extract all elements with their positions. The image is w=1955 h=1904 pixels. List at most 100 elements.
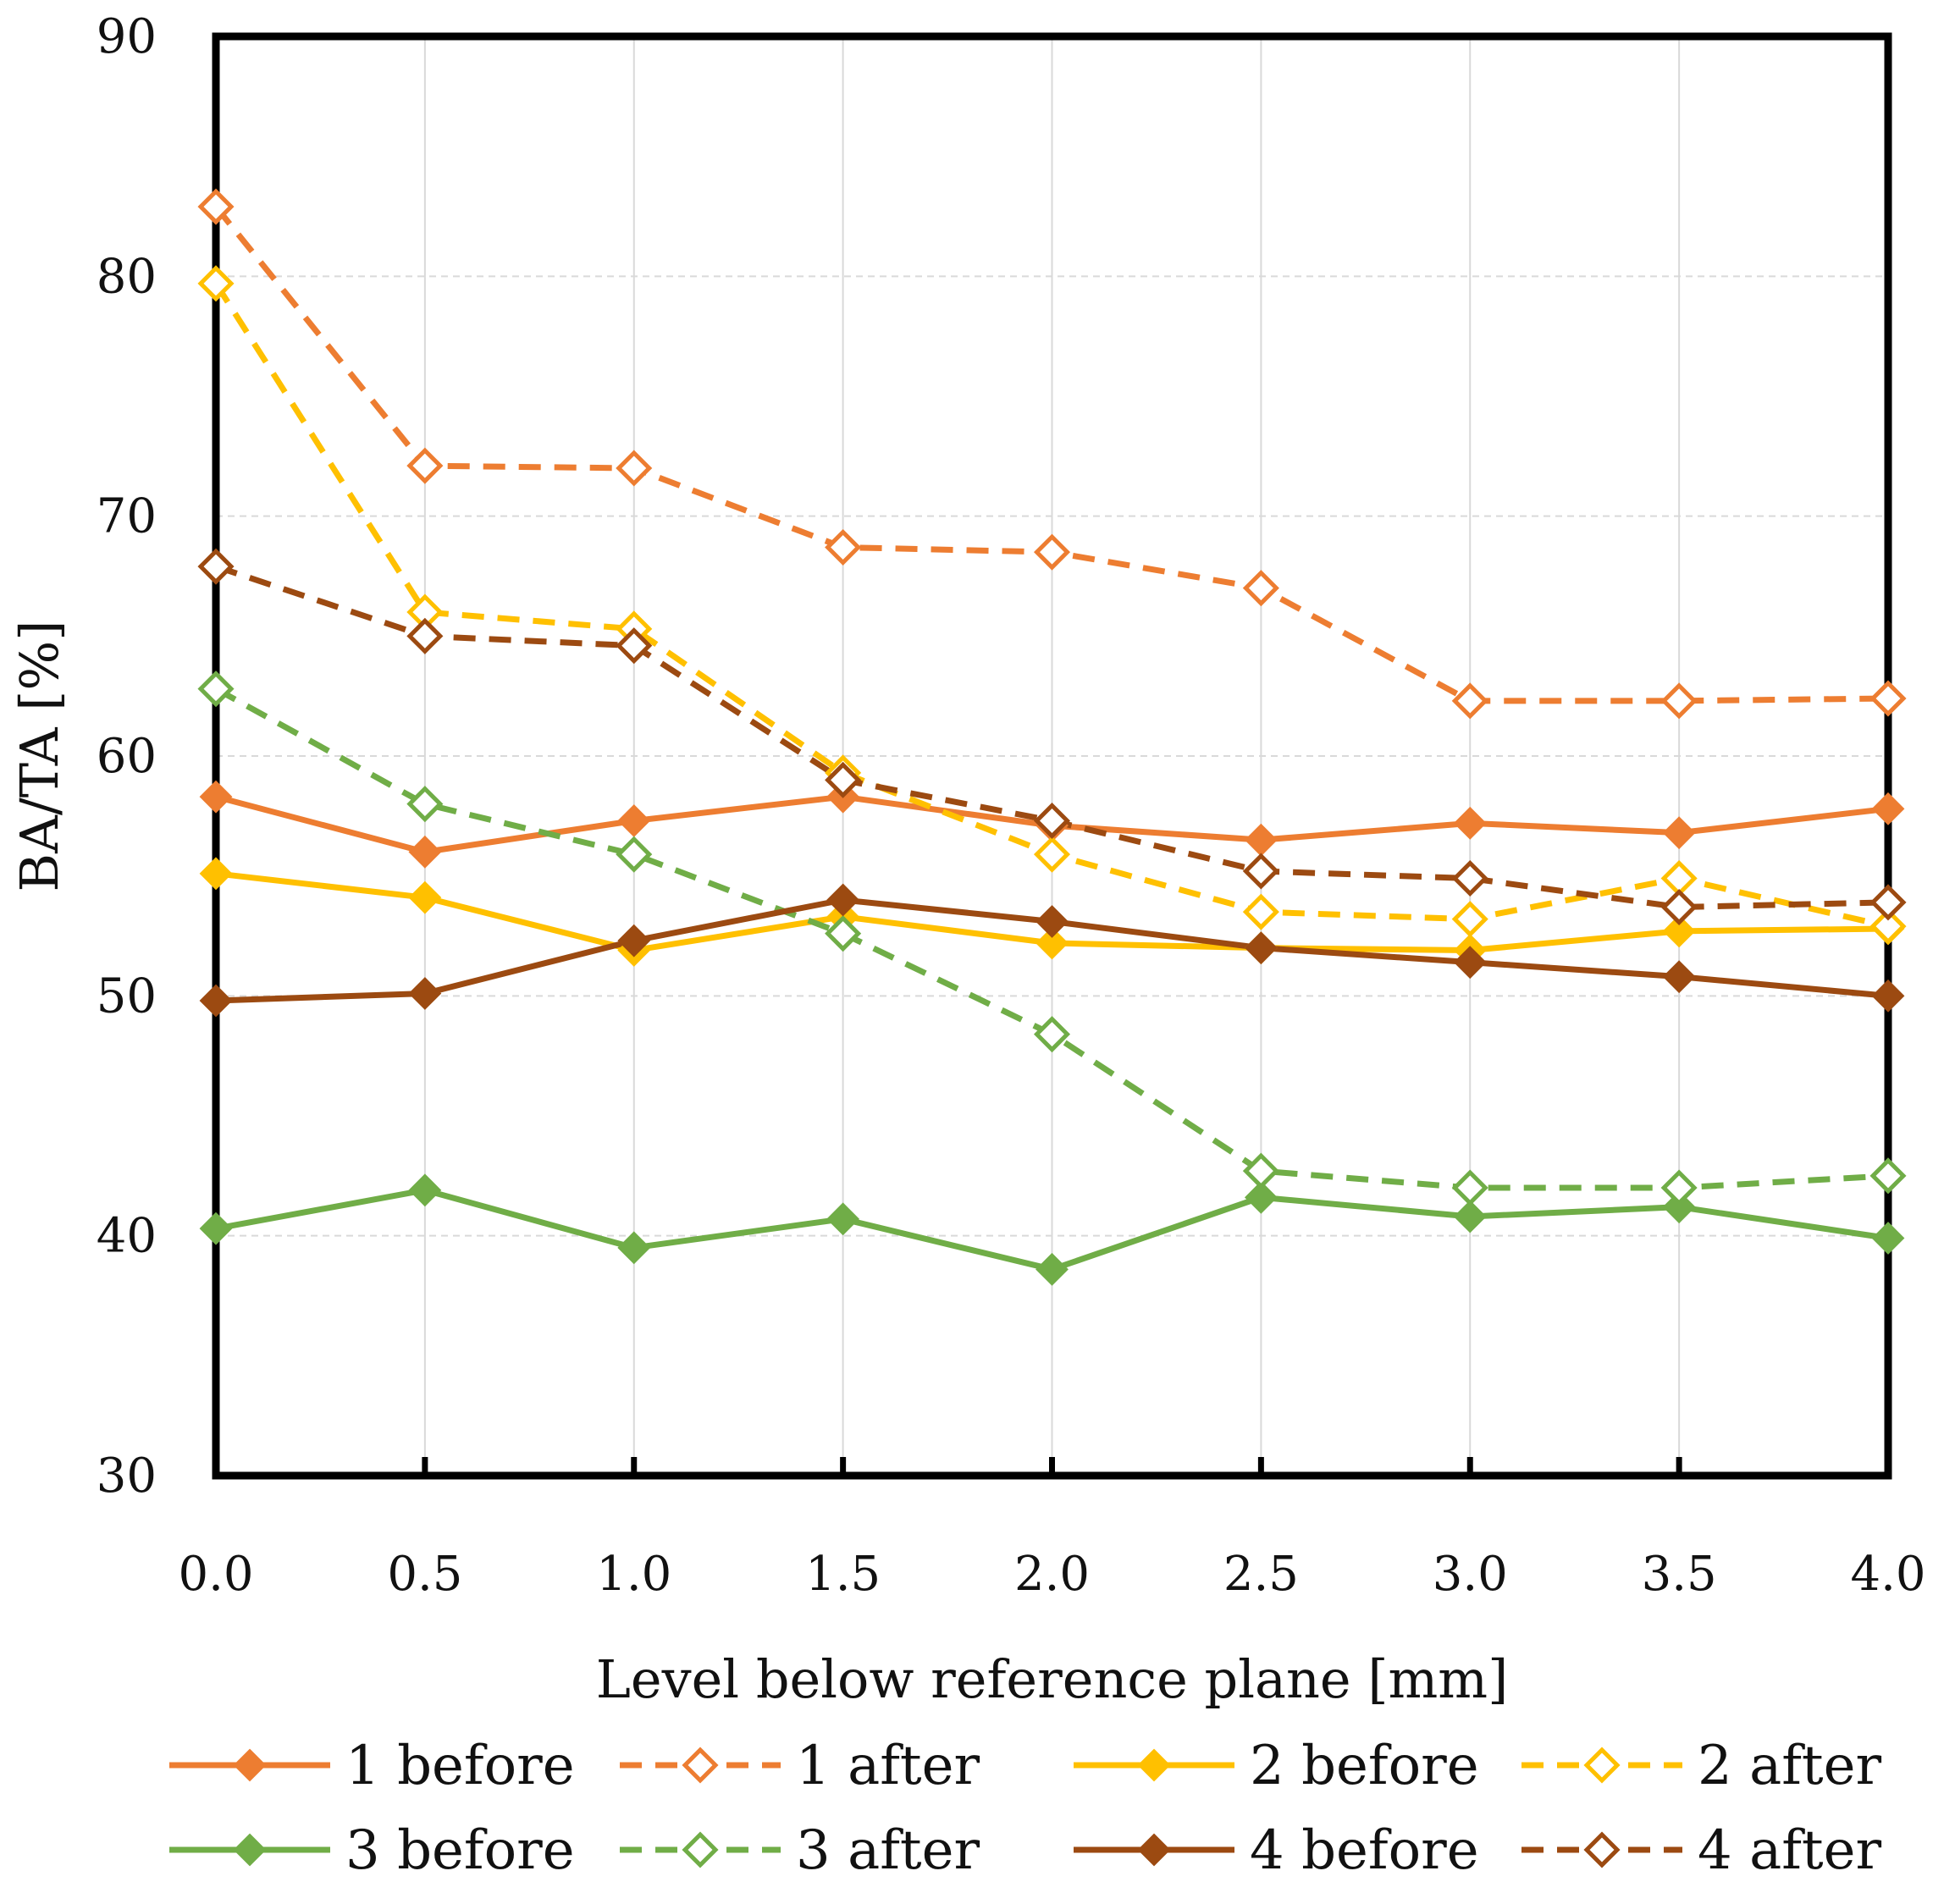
data-point-1-before	[1244, 823, 1278, 857]
legend-marker	[233, 1748, 267, 1782]
legend-label: 3 after	[796, 1819, 980, 1882]
legend-marker	[682, 1831, 719, 1868]
data-point-2-before	[408, 880, 442, 914]
data-point-4-before	[1662, 960, 1696, 994]
data-point-3-before	[1035, 1252, 1069, 1286]
x-tick-label: 3.5	[1642, 1547, 1717, 1602]
data-point-3-after	[197, 671, 235, 708]
legend-label: 2 before	[1250, 1735, 1479, 1797]
y-tick-label: 30	[97, 1449, 157, 1504]
data-point-2-after	[197, 265, 235, 302]
y-tick-label: 90	[97, 9, 157, 64]
x-tick-label: 2.0	[1014, 1547, 1090, 1602]
data-point-1-after	[1242, 570, 1279, 607]
x-axis-title: Level below reference plane [mm]	[596, 1648, 1509, 1710]
legend-item-1-before: 1 before	[169, 1735, 575, 1797]
data-point-1-before	[1662, 816, 1696, 850]
data-point-4-before	[199, 984, 233, 1018]
legend-item-4-after: 4 after	[1521, 1819, 1882, 1882]
data-point-4-after	[197, 548, 235, 585]
data-point-2-after	[1242, 893, 1279, 930]
x-tick-label: 0.5	[387, 1547, 462, 1602]
legend-item-2-before: 2 before	[1074, 1735, 1479, 1797]
data-point-2-before	[1035, 926, 1069, 960]
legend-label: 3 before	[345, 1819, 575, 1882]
data-point-1-before	[408, 835, 442, 869]
data-point-1-after	[1033, 533, 1071, 571]
data-point-2-after	[1033, 836, 1071, 873]
data-point-1-after	[197, 188, 235, 225]
axis-ticks	[213, 1457, 1891, 1476]
legend-item-1-after: 1 after	[620, 1735, 980, 1797]
data-point-1-before	[1871, 792, 1905, 825]
data-point-4-after	[1242, 853, 1279, 890]
legend-label: 1 after	[796, 1735, 980, 1797]
legend-marker	[1137, 1748, 1171, 1782]
data-point-3-before	[1244, 1180, 1278, 1214]
y-tick-label: 60	[97, 729, 157, 784]
data-point-2-before	[199, 857, 233, 891]
data-point-3-after	[406, 786, 444, 823]
data-point-1-after	[1451, 682, 1488, 720]
data-point-3-after	[616, 836, 653, 873]
legend: 1 before 1 after 2 before 2 after 3 before 3 …	[169, 1735, 1882, 1882]
legend-marker	[233, 1833, 267, 1867]
data-point-4-after	[1451, 859, 1488, 897]
data-point-4-before	[617, 924, 651, 958]
data-point-3-before	[1871, 1222, 1905, 1255]
data-point-4-before	[826, 883, 860, 917]
tick-labels: 0.0 0.5 1.0 1.5 2.0 2.5 3.0 3.5 4.0 30 40 50 60 70 80 9…	[97, 9, 1926, 1602]
data-point-3-before	[199, 1211, 233, 1245]
legend-item-4-before: 4 before	[1074, 1819, 1479, 1882]
y-tick-label: 80	[97, 249, 157, 304]
data-point-4-after	[406, 617, 444, 654]
x-tick-label: 2.5	[1223, 1547, 1299, 1602]
grid-lines	[216, 36, 1888, 1476]
x-tick-label: 4.0	[1850, 1547, 1925, 1602]
legend-item-3-after: 3 after	[620, 1819, 980, 1882]
legend-label: 4 after	[1698, 1819, 1882, 1882]
data-point-4-before	[408, 977, 442, 1010]
legend-item-2-after: 2 after	[1521, 1735, 1882, 1797]
data-point-3-after	[825, 915, 862, 952]
legend-marker	[1583, 1747, 1621, 1784]
data-point-4-after	[616, 627, 653, 665]
data-point-4-before	[1453, 946, 1487, 980]
y-axis-title: BA/TA [%]	[8, 621, 70, 892]
data-point-3-before	[1662, 1190, 1696, 1224]
legend-marker	[682, 1747, 719, 1784]
data-point-3-after	[1451, 1169, 1488, 1206]
data-point-3-after	[1869, 1157, 1907, 1195]
data-point-1-after	[406, 447, 444, 484]
data-point-2-after	[1869, 908, 1907, 945]
data-point-4-before	[1244, 931, 1278, 965]
data-point-1-after	[1869, 680, 1907, 717]
x-tick-label: 1.5	[805, 1547, 881, 1602]
data-point-3-before	[826, 1202, 860, 1236]
x-tick-label: 0.0	[178, 1547, 253, 1602]
data-point-3-after	[1033, 1016, 1071, 1053]
data-point-3-after	[1660, 1169, 1698, 1206]
data-point-3-before	[1453, 1200, 1487, 1233]
legend-label: 1 before	[345, 1735, 575, 1797]
y-tick-label: 40	[97, 1209, 157, 1264]
legend-item-3-before: 3 before	[169, 1819, 575, 1882]
series-markers	[197, 188, 1907, 1286]
legend-marker	[1583, 1831, 1621, 1868]
data-point-2-before	[1662, 914, 1696, 948]
data-point-3-before	[617, 1231, 651, 1265]
data-point-4-after	[1033, 802, 1071, 840]
x-tick-label: 1.0	[596, 1547, 671, 1602]
y-tick-label: 50	[97, 969, 157, 1024]
legend-label: 2 after	[1698, 1735, 1882, 1797]
data-point-4-before	[1035, 905, 1069, 938]
data-point-4-after	[825, 761, 862, 798]
data-point-4-after	[1660, 888, 1698, 926]
data-point-1-before	[1453, 806, 1487, 840]
data-point-4-after	[1869, 884, 1907, 921]
x-tick-label: 3.0	[1433, 1547, 1508, 1602]
data-point-1-before	[199, 780, 233, 814]
data-point-1-after	[825, 528, 862, 566]
data-point-2-after	[1451, 901, 1488, 938]
